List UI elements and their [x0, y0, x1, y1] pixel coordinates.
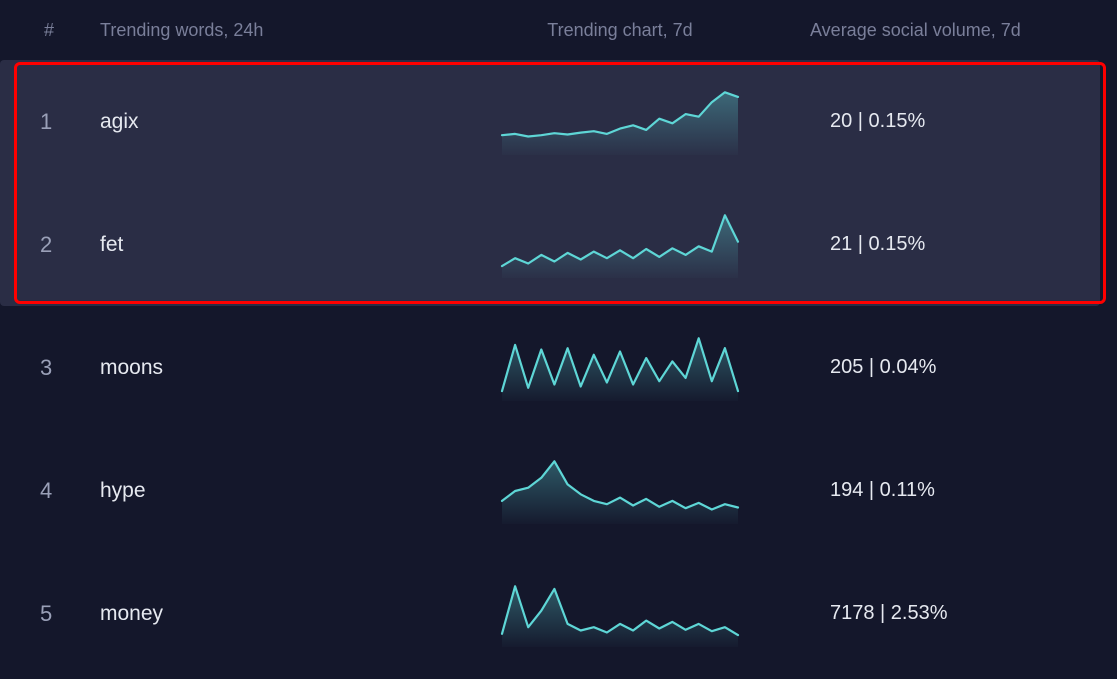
- chart-cell: [430, 333, 810, 403]
- highlight-group: 1 agix 20 | 0.15% 2 fet 21 | 0.15%: [0, 60, 1100, 306]
- rank-cell: 4: [0, 478, 90, 504]
- chart-cell: [430, 210, 810, 280]
- table-body: 1 agix 20 | 0.15% 2 fet 21 | 0.15% 3: [0, 60, 1100, 675]
- sparkline-chart: [500, 333, 740, 403]
- sparkline-chart: [500, 456, 740, 526]
- chart-cell: [430, 87, 810, 157]
- rank-cell: 3: [0, 355, 90, 381]
- word-cell: moons: [90, 356, 430, 380]
- word-cell: fet: [90, 233, 430, 257]
- volume-cell: 21 | 0.15%: [810, 233, 1100, 256]
- volume-cell: 205 | 0.04%: [810, 356, 1100, 379]
- volume-cell: 194 | 0.11%: [810, 479, 1100, 502]
- rank-cell: 2: [0, 232, 90, 258]
- sparkline-chart: [500, 210, 740, 280]
- header-rank: #: [0, 20, 90, 41]
- table-row[interactable]: 1 agix 20 | 0.15%: [0, 60, 1100, 183]
- rank-cell: 1: [0, 109, 90, 135]
- table-row[interactable]: 4 hype 194 | 0.11%: [0, 429, 1100, 552]
- volume-cell: 20 | 0.15%: [810, 110, 1100, 133]
- word-cell: money: [90, 602, 430, 626]
- header-chart: Trending chart, 7d: [430, 20, 810, 41]
- header-words: Trending words, 24h: [90, 20, 430, 41]
- rank-cell: 5: [0, 601, 90, 627]
- word-cell: agix: [90, 110, 430, 134]
- header-volume: Average social volume, 7d: [810, 20, 1100, 41]
- sparkline-chart: [500, 579, 740, 649]
- table-row[interactable]: 3 moons 205 | 0.04%: [0, 306, 1100, 429]
- trending-table: # Trending words, 24h Trending chart, 7d…: [0, 0, 1100, 675]
- volume-cell: 7178 | 2.53%: [810, 602, 1100, 625]
- table-row[interactable]: 5 money 7178 | 2.53%: [0, 552, 1100, 675]
- chart-cell: [430, 579, 810, 649]
- table-header: # Trending words, 24h Trending chart, 7d…: [0, 0, 1100, 60]
- chart-cell: [430, 456, 810, 526]
- word-cell: hype: [90, 479, 430, 503]
- sparkline-chart: [500, 87, 740, 157]
- table-row[interactable]: 2 fet 21 | 0.15%: [0, 183, 1100, 306]
